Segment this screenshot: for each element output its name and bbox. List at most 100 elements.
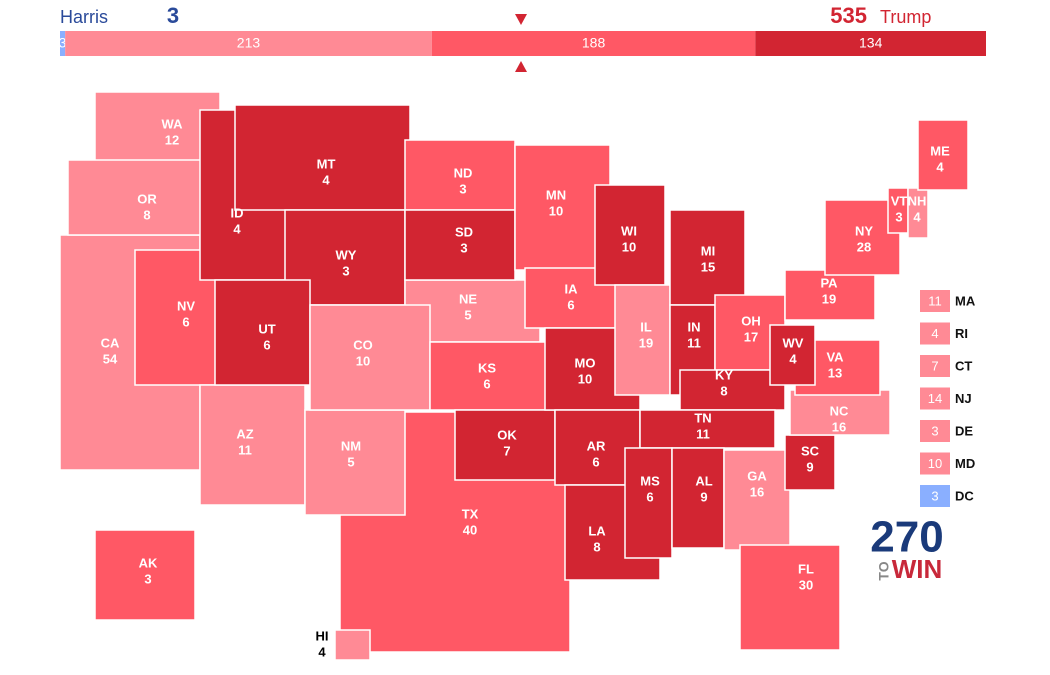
small-state-abbr: MD [955, 456, 975, 471]
state [334, 629, 371, 661]
state-ev: 5 [464, 307, 471, 322]
marker-bottom [515, 61, 527, 72]
state [784, 269, 876, 321]
small-state-box [920, 322, 950, 345]
bar-segment [60, 31, 66, 56]
marker-top [515, 14, 527, 25]
state-ev: 16 [832, 419, 846, 434]
state [624, 447, 673, 559]
state-ev: 3 [459, 181, 466, 196]
state-ev: 4 [233, 221, 241, 236]
state [404, 209, 516, 281]
state-abbr: NC [830, 403, 849, 418]
state [739, 544, 841, 651]
bar-segment-label: 3 [59, 35, 67, 51]
small-state-ev: 3 [931, 423, 938, 438]
state-abbr: UT [258, 321, 275, 336]
small-state-box [920, 355, 950, 377]
state-abbr: KS [478, 360, 496, 375]
small-state-abbr: DC [955, 488, 974, 503]
state-abbr: MT [317, 156, 336, 171]
state-abbr: SC [801, 443, 820, 458]
state-ev: 17 [744, 329, 758, 344]
state-ev: 6 [646, 489, 653, 504]
state-abbr: SD [455, 224, 473, 239]
state-ev: 3 [460, 240, 467, 255]
state-abbr: MS [640, 473, 660, 488]
logo-to: TO [876, 561, 892, 580]
state-abbr: PA [820, 275, 838, 290]
state [639, 409, 776, 449]
state-ev: 4 [322, 172, 330, 187]
small-state-ev: 10 [928, 456, 942, 471]
small-state-ev: 11 [928, 293, 942, 308]
state-ev: 9 [806, 459, 813, 474]
state-abbr: WY [336, 247, 357, 262]
small-state-abbr: NJ [955, 391, 972, 406]
state-ev: 13 [828, 365, 842, 380]
state-ev: 19 [822, 291, 836, 306]
state-abbr: IA [565, 281, 579, 296]
state [234, 104, 411, 211]
state-abbr: ND [454, 165, 473, 180]
state-ev: 6 [182, 314, 189, 329]
state-ev: 7 [503, 443, 510, 458]
state-abbr: ID [231, 205, 244, 220]
state-abbr: IL [640, 319, 652, 334]
state [789, 389, 891, 436]
small-state-box [920, 290, 950, 312]
state-ev: 19 [639, 335, 653, 350]
state-ev: 10 [578, 371, 592, 386]
left-total: 3 [167, 3, 179, 28]
state-abbr: MN [546, 187, 566, 202]
bar-segment-label: 213 [237, 35, 261, 51]
state-abbr: TN [694, 410, 711, 425]
state-abbr: AL [695, 473, 712, 488]
state [94, 529, 196, 621]
state-abbr: FL [798, 561, 814, 576]
state-abbr: OK [497, 427, 517, 442]
state-ev: 6 [483, 376, 490, 391]
state-abbr: NE [459, 291, 477, 306]
state-ev: 4 [789, 351, 797, 366]
small-state-abbr: DE [955, 423, 973, 438]
state-ev: 6 [263, 337, 270, 352]
state-ev: 8 [143, 207, 150, 222]
state-abbr: CA [101, 335, 120, 350]
state-ev: 12 [165, 132, 179, 147]
state-ev: 9 [700, 489, 707, 504]
states: CA54WA12OR8NV6AZ11ID4MT4WY3UT6TX40NM5NE5… [59, 91, 969, 661]
state-abbr: KY [715, 367, 733, 382]
state [671, 447, 725, 549]
state-abbr: OH [741, 313, 761, 328]
small-state-ev: 3 [931, 488, 938, 503]
right-total: 535 [830, 3, 867, 28]
state-ev: 6 [592, 454, 599, 469]
state [723, 449, 791, 551]
state-ev: 5 [347, 454, 354, 469]
bar-segment [431, 31, 756, 56]
small-state-box [920, 420, 950, 442]
state-abbr: CO [353, 337, 373, 352]
small-state-box [920, 452, 950, 475]
state-abbr: NM [341, 438, 361, 453]
state [679, 369, 786, 411]
left-name: Harris [60, 7, 108, 27]
state-ev: 40 [463, 522, 477, 537]
state-ev: 10 [622, 239, 636, 254]
bar-segment-label: 134 [859, 35, 883, 51]
state-abbr: OR [137, 191, 157, 206]
logo: 270 TO WIN [870, 513, 943, 584]
state-ev: 16 [750, 484, 764, 499]
state-abbr: NH [908, 193, 927, 208]
logo-win: WIN [892, 554, 943, 584]
state-abbr: MI [701, 243, 715, 258]
small-state-abbr: RI [955, 326, 968, 341]
state [404, 139, 516, 211]
state-abbr: AZ [236, 426, 253, 441]
state-ev: 28 [857, 239, 871, 254]
state-abbr: AK [139, 555, 158, 570]
small-state-abbr: MA [955, 293, 976, 308]
state [769, 324, 816, 386]
